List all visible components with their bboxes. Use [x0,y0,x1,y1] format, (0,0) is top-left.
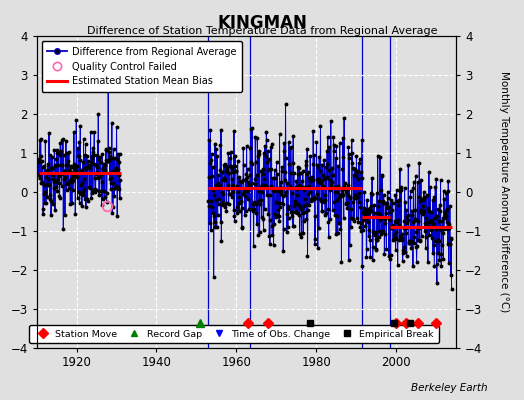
Text: Difference of Station Temperature Data from Regional Average: Difference of Station Temperature Data f… [87,26,437,36]
Y-axis label: Monthly Temperature Anomaly Difference (°C): Monthly Temperature Anomaly Difference (… [499,71,509,313]
Text: Berkeley Earth: Berkeley Earth [411,383,487,393]
Text: KINGMAN: KINGMAN [217,14,307,32]
Legend: Station Move, Record Gap, Time of Obs. Change, Empirical Break: Station Move, Record Gap, Time of Obs. C… [29,325,439,343]
